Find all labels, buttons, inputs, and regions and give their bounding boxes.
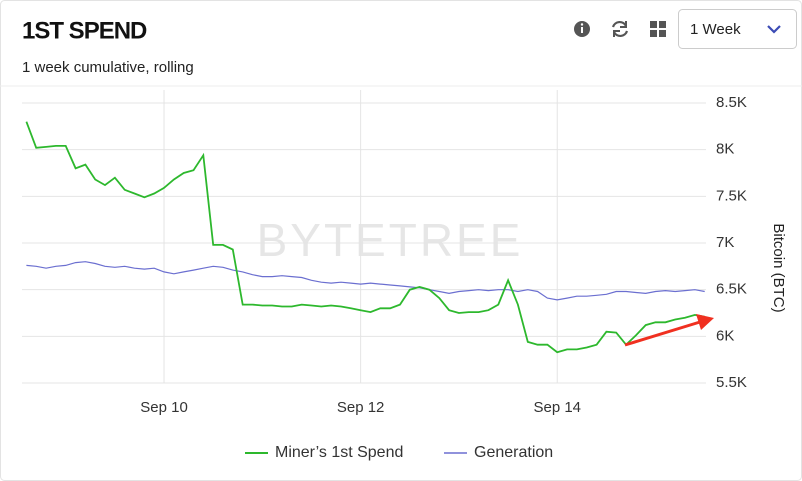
period-value: 1 Week [690, 21, 741, 38]
chart-title: 1ST SPEND [22, 17, 147, 44]
y-axis-label: Bitcoin (BTC) [770, 223, 787, 312]
annotation-arrow [624, 314, 714, 347]
legend-label: Generation [474, 444, 553, 461]
plot: 5.5K 6K 6.5K 7K 7.5K 8K 8.5K Sep 10 Sep 12 Sep 14 [22, 90, 747, 416]
y-tick-label: 8K [716, 141, 734, 158]
refresh-icon[interactable] [611, 20, 629, 38]
y-tick-label: 7K [716, 234, 734, 251]
y-tick-label: 6.5K [716, 281, 747, 298]
series-line [25, 121, 705, 354]
chart-subtitle: 1 week cumulative, rolling [22, 59, 194, 76]
series-line [26, 261, 705, 301]
y-tick-label: 5.5K [716, 374, 747, 391]
watermark: BYTETREE [257, 214, 524, 266]
layout-icon[interactable] [650, 21, 666, 37]
x-tick-label: Sep 14 [533, 399, 581, 416]
y-tick-label: 6K [716, 327, 734, 344]
x-tick-label: Sep 12 [337, 399, 385, 416]
period-dropdown[interactable]: 1 Week [678, 9, 797, 49]
y-tick-label: 8.5K [716, 94, 747, 111]
info-icon[interactable] [574, 21, 590, 37]
y-tick-label: 7.5K [716, 187, 747, 204]
x-tick-label: Sep 10 [140, 399, 188, 416]
legend-label: Miner’s 1st Spend [275, 444, 403, 461]
